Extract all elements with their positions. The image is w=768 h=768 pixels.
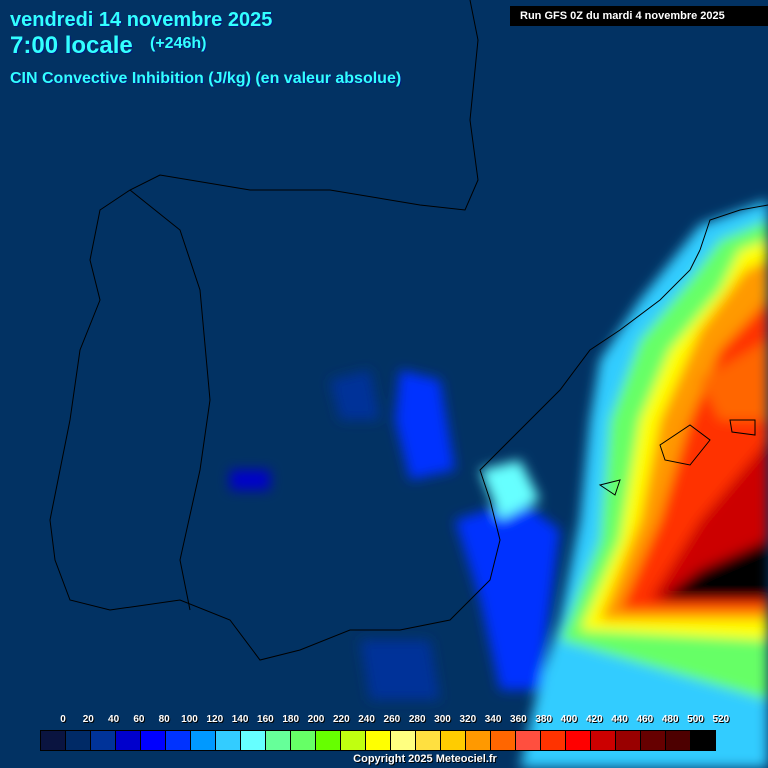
legend-label: 20 xyxy=(82,714,94,725)
legend-label: 320 xyxy=(459,714,477,725)
forecast-time: 7:00 locale xyxy=(10,32,133,59)
legend-label: 200 xyxy=(307,714,325,725)
legend-swatch xyxy=(91,731,116,750)
legend-swatch xyxy=(116,731,141,750)
legend-swatch xyxy=(616,731,641,750)
legend-label: 300 xyxy=(434,714,451,725)
legend-label: 100 xyxy=(181,714,198,725)
legend-label: 280 xyxy=(408,714,426,725)
legend-swatch xyxy=(66,731,91,750)
legend-swatch xyxy=(316,731,341,750)
legend-swatch xyxy=(141,731,166,750)
legend-label: 80 xyxy=(158,714,170,725)
coastlines-borders xyxy=(49,0,768,661)
legend-label: 160 xyxy=(257,714,274,725)
legend-swatch xyxy=(691,731,715,750)
legend-swatch xyxy=(516,731,541,750)
legend-swatch xyxy=(241,731,266,750)
legend-label: 40 xyxy=(108,714,120,725)
legend-swatch xyxy=(391,731,416,750)
legend-label: 400 xyxy=(560,714,578,725)
legend-label: 380 xyxy=(535,714,553,725)
legend-label: 260 xyxy=(383,714,401,725)
lead-time: (+246h) xyxy=(150,35,207,52)
legend-swatch xyxy=(491,731,516,750)
legend-label: 460 xyxy=(636,714,654,725)
legend-label: 60 xyxy=(133,714,145,725)
legend-label: 420 xyxy=(585,714,603,725)
cin-field xyxy=(230,200,768,768)
legend-label: 240 xyxy=(358,714,375,725)
legend-swatch xyxy=(641,731,666,750)
legend-label: 140 xyxy=(231,714,249,725)
legend-swatch xyxy=(566,731,591,750)
legend-label: 500 xyxy=(687,714,704,725)
legend-label: 220 xyxy=(332,714,350,725)
legend-label: 440 xyxy=(611,714,628,725)
legend-swatch xyxy=(166,731,191,750)
forecast-date: vendredi 14 novembre 2025 xyxy=(10,9,273,31)
legend-swatch xyxy=(366,731,391,750)
run-info: Run GFS 0Z du mardi 4 novembre 2025 xyxy=(510,6,768,26)
color-legend xyxy=(40,730,716,751)
legend-label: 360 xyxy=(510,714,527,725)
legend-label: 520 xyxy=(712,714,730,725)
parameter-title: CIN Convective Inhibition (J/kg) (en val… xyxy=(10,70,402,87)
legend-swatch xyxy=(541,731,566,750)
legend-labels: 0 20 40 60 80 100 120 140 160 180 200 220 240 260 280 3… xyxy=(50,714,730,728)
legend-label: 0 xyxy=(60,714,66,725)
legend-label: 480 xyxy=(661,714,679,725)
legend-swatch xyxy=(291,731,316,750)
legend-swatch xyxy=(191,731,216,750)
copyright: Copyright 2025 Meteociel.fr xyxy=(353,753,497,765)
legend-swatch xyxy=(591,731,616,750)
legend-swatch xyxy=(416,731,441,750)
legend-swatch xyxy=(441,731,466,750)
legend-swatch xyxy=(41,731,66,750)
legend-swatch xyxy=(266,731,291,750)
legend-swatch xyxy=(666,731,691,750)
legend-label: 180 xyxy=(282,714,300,725)
legend-swatch xyxy=(341,731,366,750)
legend-label: 340 xyxy=(484,714,502,725)
legend-swatch xyxy=(466,731,491,750)
legend-swatch xyxy=(216,731,241,750)
legend-label: 120 xyxy=(206,714,224,725)
